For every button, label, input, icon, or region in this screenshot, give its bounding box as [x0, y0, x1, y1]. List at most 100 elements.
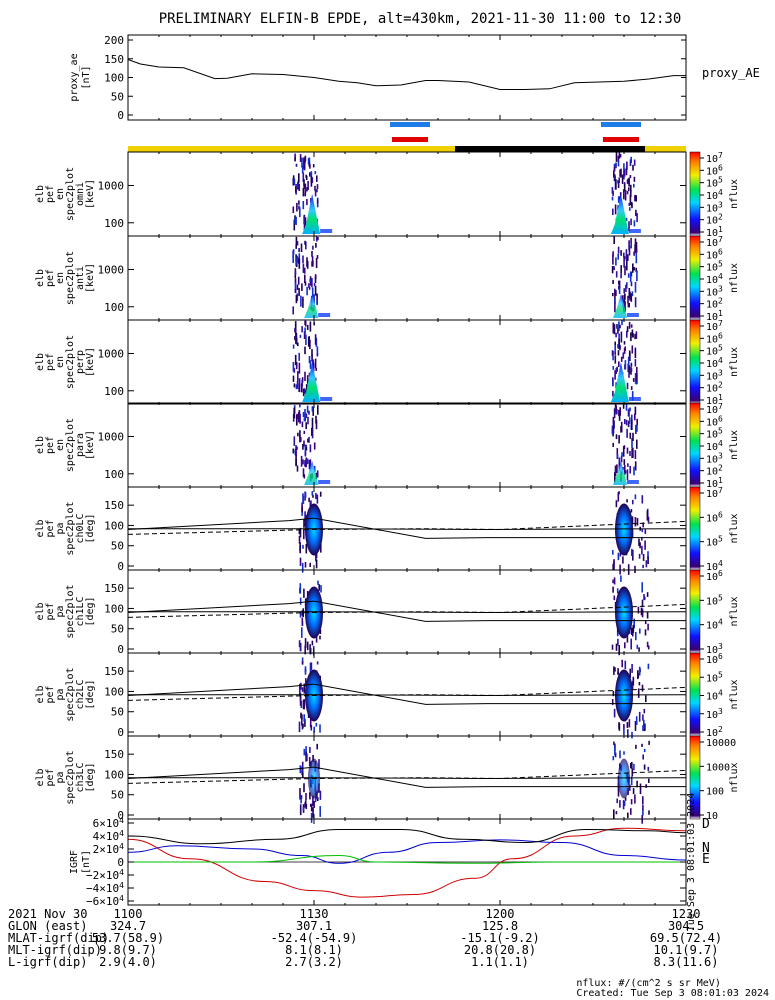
- flux-speck: [615, 405, 617, 413]
- flux-speck: [295, 361, 298, 370]
- flux-speck: [314, 190, 317, 197]
- flux-speck: [312, 359, 314, 370]
- flux-speck: [299, 435, 301, 443]
- flux-speck: [630, 156, 632, 163]
- flux-speck: [305, 241, 307, 250]
- pitch-y-tick-label: 150: [104, 582, 124, 595]
- flux-speck: [310, 662, 313, 671]
- flux-speck: [304, 645, 306, 655]
- flux-speck: [303, 748, 306, 756]
- colorbar-tick-label: 100: [706, 787, 724, 798]
- flux-speck: [624, 360, 627, 370]
- flux-speck: [311, 256, 314, 265]
- flux-speck: [635, 424, 637, 434]
- colorbar-tick-label: 10000: [706, 738, 736, 749]
- flux-speck: [613, 577, 616, 585]
- flux-speck: [615, 434, 618, 440]
- flux-speck: [627, 729, 629, 738]
- flux-speck: [628, 365, 631, 374]
- flux-speck: [613, 408, 616, 419]
- flux-speck: [301, 714, 303, 720]
- flux-speck: [614, 302, 616, 313]
- flux-speck: [303, 221, 306, 232]
- flux-speck: [612, 366, 615, 370]
- igrf-y-tick-label: −4×104: [86, 881, 124, 895]
- flux-speck: [312, 164, 315, 168]
- ylabel-line: spec2plot: [65, 167, 76, 221]
- ylabel-line: spec2plot: [65, 584, 76, 638]
- flux-speck: [618, 722, 620, 730]
- flux-speck: [304, 217, 307, 226]
- flux-speck: [636, 213, 638, 223]
- flux-speck: [631, 419, 633, 430]
- flux-speck: [292, 344, 295, 349]
- flux-speck: [628, 177, 630, 187]
- flux-speck: [631, 516, 634, 524]
- igrf-y-tick-label: −6×104: [86, 894, 124, 908]
- colorbar-scale: [689, 486, 701, 571]
- flux-speck: [642, 810, 644, 816]
- ylabel-line: [deg]: [85, 679, 96, 709]
- footer-row-value: 304.5: [667, 919, 705, 933]
- flux-speck: [615, 271, 618, 278]
- flux-speck: [632, 678, 635, 686]
- flux-speck: [624, 301, 626, 312]
- flux-speck: [298, 200, 300, 205]
- flux-speck: [306, 458, 309, 464]
- flux-speck: [303, 474, 306, 479]
- spectrogram-flux-tail: [320, 397, 333, 401]
- ylabel-line: pef: [45, 685, 56, 703]
- flux-speck: [299, 403, 301, 408]
- flux-speck: [631, 345, 634, 354]
- flux-speck: [299, 788, 301, 799]
- igrf-y-tick-label: 4×104: [93, 829, 125, 843]
- colorbar-tick-label: 107: [706, 319, 723, 333]
- anti-loss-cone-line: [127, 520, 687, 535]
- flux-speck: [630, 190, 632, 198]
- flux-speck: [629, 451, 631, 456]
- flux-speck: [311, 261, 313, 267]
- flux-speck: [625, 404, 628, 411]
- flux-speck: [619, 344, 621, 351]
- flux-speck: [306, 187, 308, 192]
- flux-speck: [315, 722, 318, 727]
- flux-speck: [301, 157, 303, 168]
- flux-speck: [294, 273, 297, 279]
- colorbar-unit: nflux: [729, 263, 740, 293]
- flux-speck: [305, 458, 307, 468]
- flux-speck: [311, 640, 314, 646]
- flux-speck: [614, 292, 616, 303]
- flux-speck: [623, 183, 626, 192]
- footer-row: MLT-igrf(dip) 9.8(9.7) 8.1(8.1) 20.8(20.8) 1…: [8, 944, 768, 956]
- flux-speck: [315, 415, 317, 424]
- flux-speck: [644, 629, 647, 636]
- flux-speck: [304, 800, 307, 807]
- flux-speck: [303, 331, 306, 339]
- flux-speck: [641, 684, 644, 692]
- flux-speck: [303, 519, 305, 528]
- flux-speck: [301, 761, 304, 768]
- flux-speck: [628, 240, 630, 251]
- flux-speck: [304, 346, 306, 355]
- flux-speck: [612, 442, 614, 447]
- pitch-y-tick-label: 50: [111, 623, 124, 636]
- flux-speck: [627, 295, 629, 304]
- flux-speck: [627, 273, 630, 278]
- flux-speck: [621, 452, 623, 457]
- flux-speck: [292, 177, 295, 186]
- flux-speck: [311, 354, 313, 362]
- flux-speck: [629, 352, 631, 361]
- flux-speck: [619, 324, 621, 329]
- pitch-y-tick-label: 150: [104, 499, 124, 512]
- flux-speck: [620, 455, 623, 463]
- flux-speck: [617, 253, 619, 260]
- flux-speck: [630, 362, 633, 367]
- spectrogram-flux-tail: [626, 480, 639, 484]
- proxy-ae-y-tick-label: 50: [111, 90, 124, 103]
- pitch-y-tick-label: 150: [104, 665, 124, 678]
- flux-speck: [630, 638, 632, 650]
- flux-speck: [296, 465, 299, 472]
